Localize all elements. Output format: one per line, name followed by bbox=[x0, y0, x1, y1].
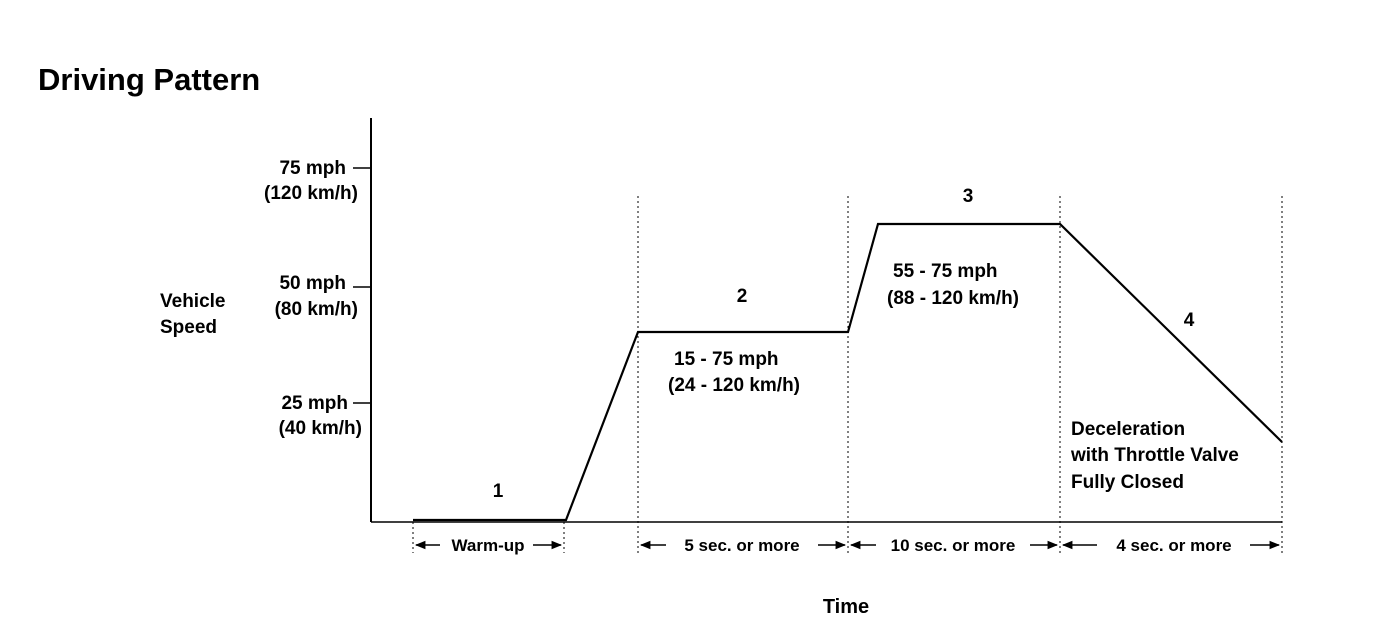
phase-4-number: 4 bbox=[1184, 310, 1195, 331]
y-axis-label-line2: Speed bbox=[160, 317, 217, 338]
y-tick-25-kmh: (40 km/h) bbox=[279, 418, 362, 439]
phase-2-duration: 5 sec. or more bbox=[684, 536, 799, 555]
diagram-title: Driving Pattern bbox=[38, 62, 261, 97]
x-axis-label: Time bbox=[823, 596, 869, 618]
phase-2-speed-kmh: (24 - 120 km/h) bbox=[668, 375, 800, 396]
speed-profile-line bbox=[413, 222, 1283, 522]
y-axis-label-line1: Vehicle bbox=[160, 291, 226, 312]
y-tick-25-mph: 25 mph bbox=[281, 393, 348, 414]
phase-1-duration: Warm-up bbox=[451, 536, 524, 555]
phase-4-note-line2: with Throttle Valve bbox=[1070, 445, 1239, 466]
phase-3-speed-kmh: (88 - 120 km/h) bbox=[887, 288, 1019, 309]
phase-3-duration: 10 sec. or more bbox=[891, 536, 1016, 555]
phase-1-number: 1 bbox=[493, 481, 504, 502]
y-tick-75-mph: 75 mph bbox=[279, 158, 346, 179]
phase-2-speed-mph: 15 - 75 mph bbox=[674, 349, 779, 370]
phase-4-duration: 4 sec. or more bbox=[1116, 536, 1231, 555]
phase-2-number: 2 bbox=[737, 286, 748, 307]
phase-4-note-line3: Fully Closed bbox=[1071, 472, 1184, 493]
y-tick-50-kmh: (80 km/h) bbox=[275, 299, 358, 320]
y-tick-75-kmh: (120 km/h) bbox=[264, 183, 358, 204]
y-tick-50-mph: 50 mph bbox=[279, 273, 346, 294]
phase-3-speed-mph: 55 - 75 mph bbox=[893, 261, 998, 282]
phase-3-number: 3 bbox=[963, 186, 974, 207]
phase-4-note-line1: Deceleration bbox=[1071, 419, 1185, 440]
